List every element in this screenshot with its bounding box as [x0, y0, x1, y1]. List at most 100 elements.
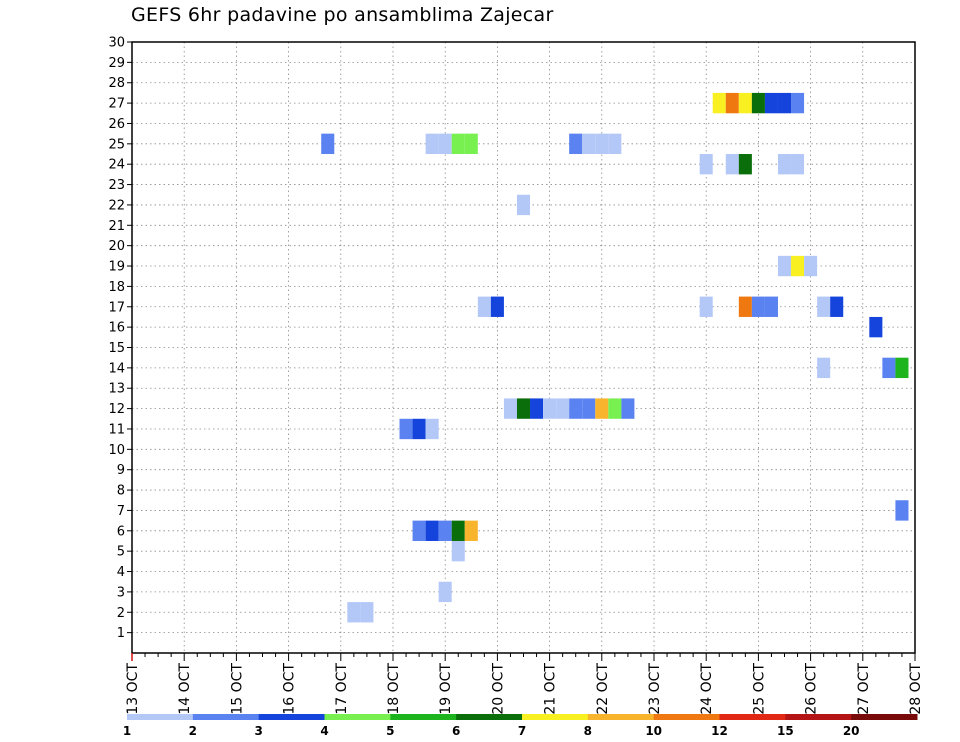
heatmap-cell: [425, 133, 439, 155]
heatmap-cell: [751, 92, 765, 114]
legend-label: 2: [189, 724, 197, 738]
heatmap-cell: [451, 133, 465, 155]
x-tick-label: 17 OCT: [334, 663, 350, 715]
legend-swatch: [851, 714, 918, 720]
y-tick-label: 16: [108, 321, 125, 336]
y-tick-label: 21: [108, 219, 125, 234]
x-tick-label: 18 OCT: [386, 663, 402, 715]
heatmap-cell: [569, 133, 583, 155]
heatmap-cell: [764, 296, 778, 317]
heatmap-cell: [477, 296, 491, 317]
heatmap-cell: [425, 520, 439, 541]
heatmap-cell: [451, 540, 465, 562]
legend-label: 8: [584, 724, 592, 738]
legend-label: 4: [320, 724, 328, 738]
y-tick-label: 5: [117, 545, 125, 560]
legend-label: 15: [777, 724, 794, 738]
x-tick-label: 16 OCT: [282, 663, 298, 715]
heatmap-cell: [543, 398, 557, 419]
chart-title: GEFS 6hr padavine po ansamblima Zajecar: [131, 4, 554, 26]
heatmap-cell: [530, 398, 544, 419]
heatmap-cell: [751, 296, 765, 317]
legend-swatch: [258, 714, 325, 720]
legend-label: 20: [843, 724, 860, 738]
legend-label: 5: [386, 724, 394, 738]
legend-swatch: [587, 714, 655, 720]
heatmap-cell: [791, 255, 805, 277]
x-tick-label: 23 OCT: [647, 663, 663, 715]
heatmap-cell: [582, 133, 596, 155]
heatmap-cell: [569, 398, 583, 419]
y-tick-label: 25: [108, 137, 125, 152]
heatmap-cell: [791, 92, 805, 114]
heatmap-cell: [360, 602, 374, 623]
y-tick-label: 6: [117, 524, 125, 539]
heatmap-cell: [817, 357, 831, 379]
x-tick-label: 19 OCT: [438, 663, 454, 715]
heatmap-cell: [621, 398, 635, 419]
heatmap-cell: [764, 92, 778, 114]
y-tick-label: 10: [108, 443, 125, 458]
y-tick-label: 4: [117, 565, 125, 580]
x-tick-label: 22 OCT: [595, 663, 611, 715]
legend-swatch: [192, 714, 260, 720]
legend-label: 1: [123, 724, 131, 738]
legend-swatch: [785, 714, 852, 720]
x-tick-label: 15 OCT: [229, 663, 245, 715]
heatmap-cell: [725, 92, 739, 114]
heatmap-cell: [882, 357, 896, 379]
heatmap-cell: [347, 602, 361, 623]
heatmap-cell: [699, 296, 713, 317]
heatmap-cell: [804, 255, 818, 277]
x-tick-label: 14 OCT: [177, 663, 193, 715]
heatmap-cell: [608, 398, 622, 419]
y-tick-label: 27: [108, 97, 125, 112]
heatmap-cell: [556, 398, 570, 419]
heatmap-cell: [777, 154, 792, 175]
heatmap-cell: [738, 296, 752, 317]
heatmap-cell: [595, 398, 609, 419]
heatmap-cell: [412, 520, 426, 541]
y-tick-label: 8: [117, 484, 125, 499]
y-tick-label: 26: [108, 117, 125, 132]
heatmap-cell: [438, 520, 452, 541]
y-tick-label: 2: [117, 606, 125, 621]
y-tick-label: 9: [117, 463, 125, 478]
y-tick-label: 24: [108, 158, 125, 173]
y-tick-label: 3: [117, 585, 125, 600]
heatmap-cell: [425, 418, 439, 440]
heatmap-cell: [595, 133, 609, 155]
x-tick-label: 26 OCT: [804, 663, 820, 715]
x-tick-label: 20 OCT: [490, 663, 506, 715]
legend-swatch: [390, 714, 457, 720]
heatmap-cell: [490, 296, 504, 317]
y-tick-label: 28: [108, 76, 125, 91]
heatmap-cell: [830, 296, 844, 317]
legend-swatch: [719, 714, 786, 720]
y-tick-label: 7: [117, 504, 125, 519]
heatmap-cell: [777, 92, 792, 114]
heatmap-cell: [699, 154, 713, 175]
heatmap-cell: [503, 398, 517, 419]
x-tick-label: 21 OCT: [543, 663, 559, 715]
legend-label: 3: [254, 724, 262, 738]
y-tick-label: 1: [117, 626, 125, 641]
heatmap-cell: [738, 154, 752, 175]
legend-swatch: [522, 714, 589, 720]
x-tick-label: 24 OCT: [699, 663, 715, 715]
legend-label: 12: [711, 724, 728, 738]
heatmap-cell: [791, 154, 805, 175]
x-tick-label: 28 OCT: [908, 663, 924, 715]
heatmap-cell: [869, 316, 883, 338]
y-tick-label: 11: [108, 422, 125, 437]
x-tick-label: 13 OCT: [125, 663, 141, 715]
legend-label: 6: [452, 724, 460, 738]
heatmap-cell: [438, 133, 452, 155]
y-tick-label: 30: [108, 36, 125, 51]
y-tick-label: 22: [108, 198, 125, 213]
y-tick-label: 29: [108, 56, 125, 71]
heatmap-cell: [895, 500, 909, 521]
y-tick-label: 20: [108, 239, 125, 254]
y-tick-label: 23: [108, 178, 125, 193]
